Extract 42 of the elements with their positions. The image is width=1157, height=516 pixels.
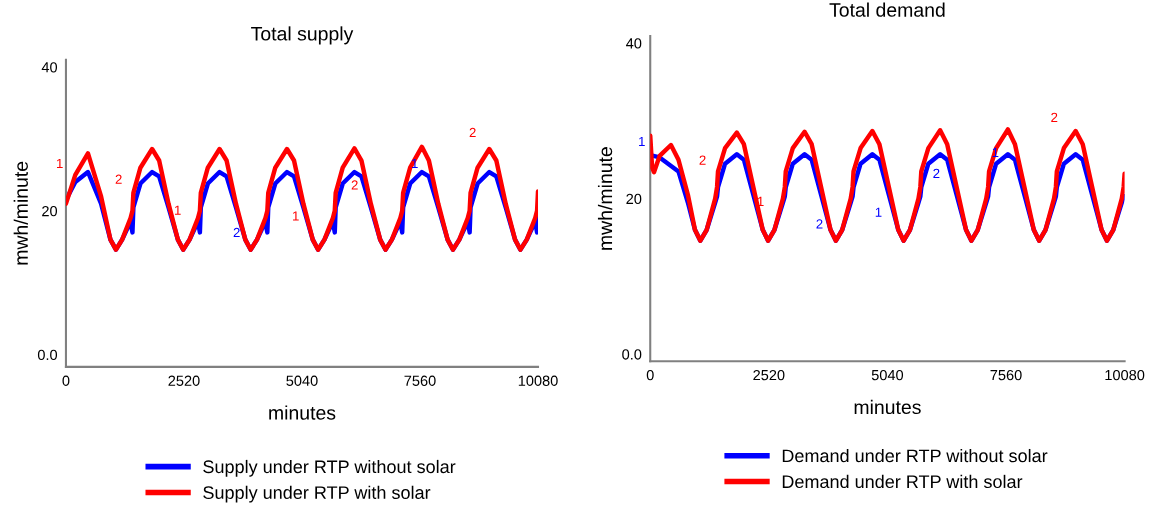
annotation: 2 bbox=[469, 127, 476, 138]
x-axis-title: minutes bbox=[269, 405, 336, 420]
legend-label: Supply under RTP without solar bbox=[203, 459, 456, 477]
x-tick-label: 0 bbox=[646, 369, 654, 381]
annotation: 2 bbox=[1051, 112, 1058, 122]
x-tick-label: 7560 bbox=[990, 369, 1022, 381]
line-series bbox=[650, 127, 1125, 243]
annotation: 1 bbox=[57, 158, 63, 168]
y-axis-title: mwh/minute bbox=[597, 147, 613, 250]
annotation: 1 bbox=[639, 136, 645, 147]
x-tick-label: 5040 bbox=[286, 375, 318, 386]
x-tick-label: 10080 bbox=[518, 375, 558, 386]
y-tick-label: 0.0 bbox=[622, 349, 642, 360]
y-tick-label: 20 bbox=[42, 205, 58, 217]
y-tick-label: 20 bbox=[626, 193, 642, 205]
annotation: 2 bbox=[115, 174, 122, 184]
y-axis-title: mwh/minute bbox=[13, 161, 28, 265]
annotation: 1 bbox=[175, 205, 181, 215]
annotation: 2 bbox=[233, 227, 240, 237]
annotation: 1 bbox=[875, 207, 882, 217]
y-tick-label: 0.0 bbox=[37, 349, 58, 361]
annotation: 2 bbox=[816, 219, 823, 229]
y-tick-label: 40 bbox=[41, 62, 58, 73]
legend-label: Supply under RTP with solar bbox=[203, 485, 431, 503]
x-axis-title: minutes bbox=[854, 399, 921, 415]
annotation: 2 bbox=[351, 180, 358, 190]
x-tick-label: 5040 bbox=[871, 369, 904, 381]
legend-label: Demand under RTP with solar bbox=[782, 474, 1023, 489]
chart-title: Total demand bbox=[829, 2, 945, 17]
line-series bbox=[65, 144, 538, 252]
x-tick-label: 10080 bbox=[1105, 369, 1145, 381]
annotation: 1 bbox=[412, 158, 418, 168]
x-tick-label: 0 bbox=[62, 375, 70, 386]
chart-title: Total supply bbox=[251, 26, 354, 45]
annotation: 1 bbox=[293, 211, 299, 221]
y-tick-label: 40 bbox=[626, 38, 642, 49]
legend-label: Demand under RTP without solar bbox=[782, 448, 1048, 463]
x-tick-label: 2520 bbox=[168, 375, 200, 386]
annotation: 2 bbox=[933, 168, 940, 178]
x-tick-label: 2520 bbox=[753, 369, 785, 381]
x-tick-label: 7560 bbox=[404, 375, 436, 386]
annotation: 2 bbox=[699, 155, 706, 165]
